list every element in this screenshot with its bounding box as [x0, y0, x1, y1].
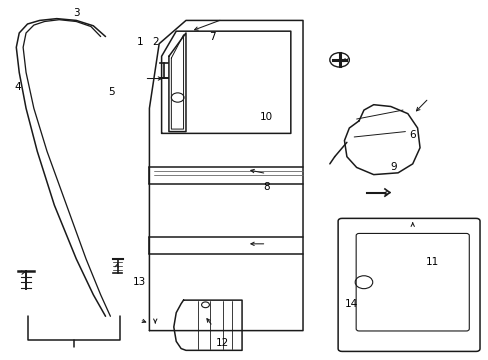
Text: 6: 6	[408, 130, 415, 140]
Text: 2: 2	[152, 37, 158, 47]
Text: 1: 1	[136, 37, 142, 47]
Text: 14: 14	[345, 299, 358, 309]
Text: 8: 8	[263, 182, 269, 192]
Text: 10: 10	[259, 112, 272, 122]
Text: 9: 9	[389, 162, 396, 172]
Text: 4: 4	[15, 82, 21, 92]
Text: 7: 7	[209, 32, 216, 41]
Text: 13: 13	[133, 277, 146, 287]
Text: 5: 5	[108, 87, 115, 97]
Text: 3: 3	[73, 8, 80, 18]
Text: 12: 12	[216, 338, 229, 348]
Text: 11: 11	[425, 257, 438, 267]
